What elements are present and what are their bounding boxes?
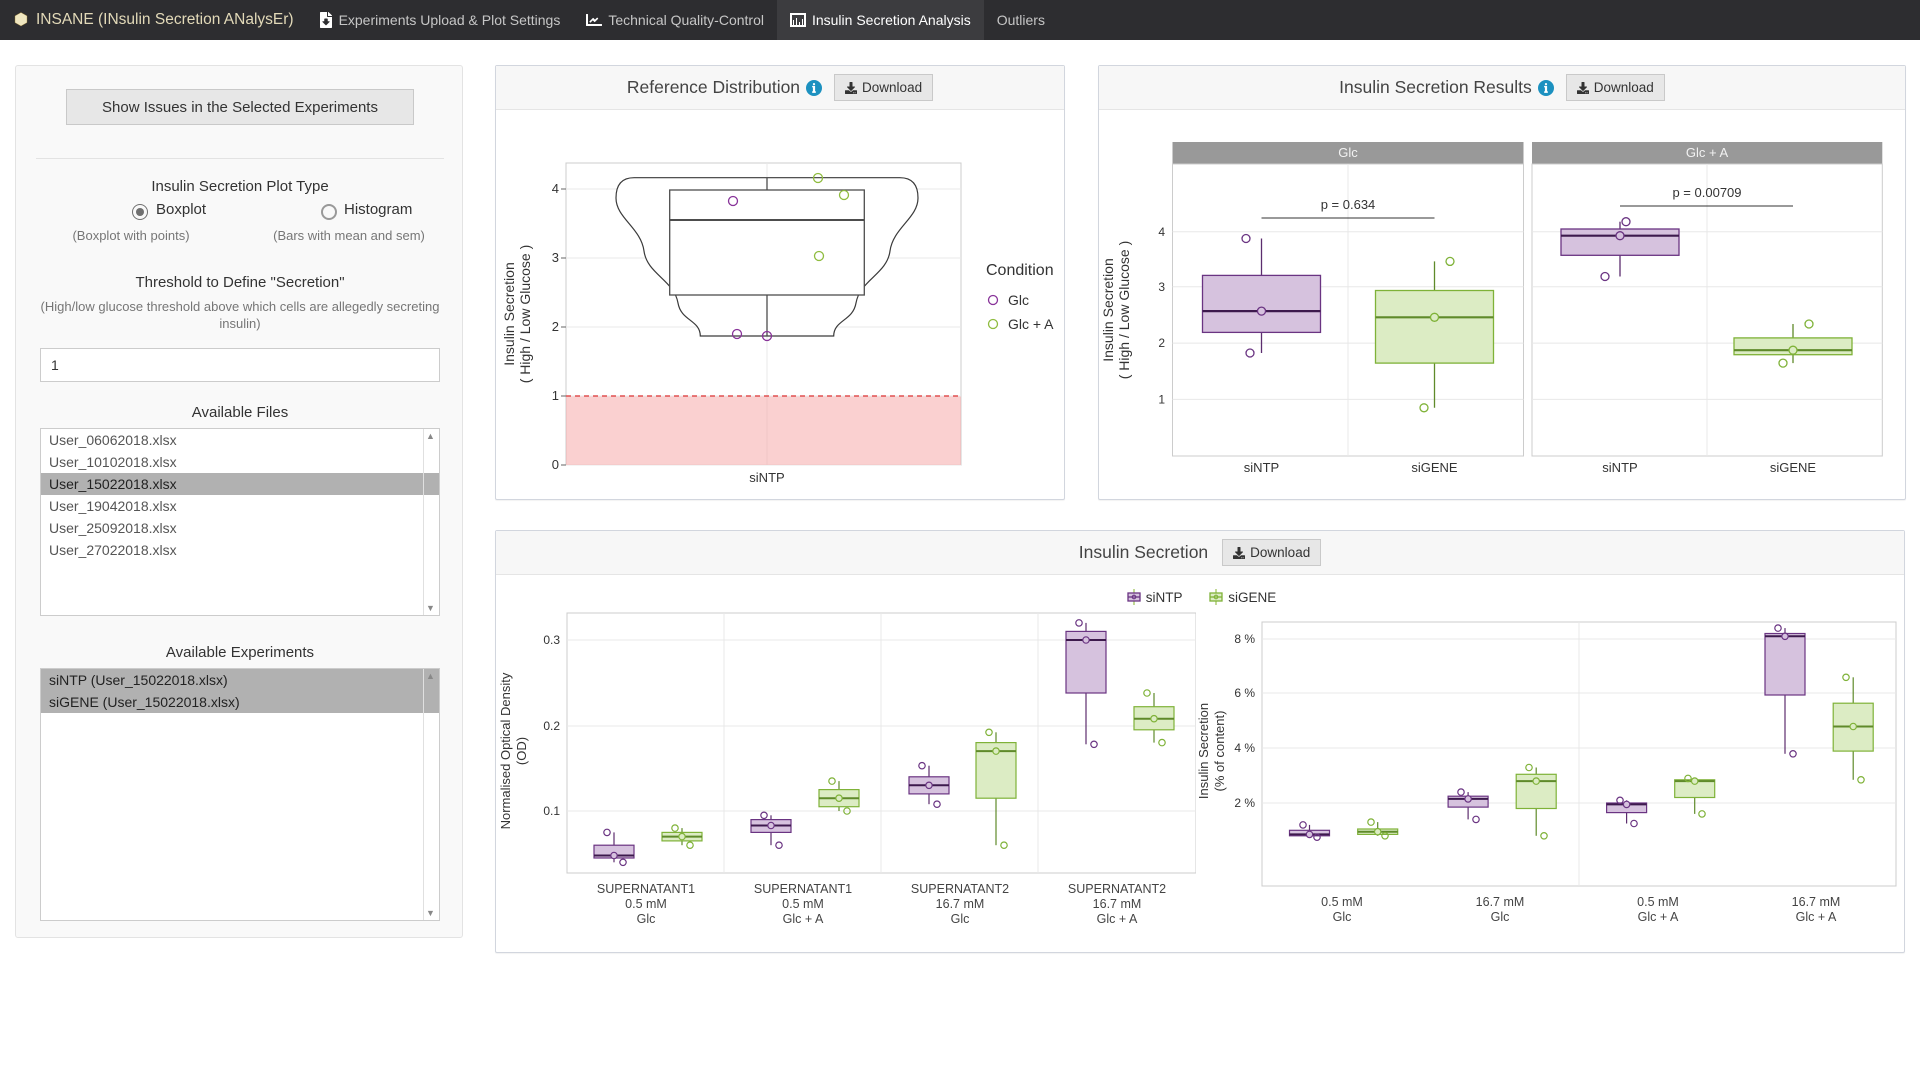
svg-text:Glc: Glc <box>1338 145 1358 160</box>
svg-text:p = 0.634: p = 0.634 <box>1321 197 1376 212</box>
svg-text:siGENE: siGENE <box>1411 460 1458 475</box>
svg-text:siGENE: siGENE <box>1770 460 1817 475</box>
svg-text:6 %: 6 % <box>1234 686 1255 700</box>
svg-text:16.7 mM: 16.7 mM <box>936 897 985 911</box>
svg-text:Glc + A: Glc + A <box>1686 145 1729 160</box>
svg-text:Insulin Secretion: Insulin Secretion <box>1100 258 1116 362</box>
svg-text:1: 1 <box>552 388 559 403</box>
svg-text:0.5 mM: 0.5 mM <box>1321 895 1363 909</box>
svg-text:2: 2 <box>552 319 559 334</box>
svg-text:SUPERNATANT1: SUPERNATANT1 <box>597 882 695 896</box>
svg-text:p = 0.00709: p = 0.00709 <box>1672 185 1741 200</box>
svg-text:16.7 mM: 16.7 mM <box>1093 897 1142 911</box>
svg-text:0.2: 0.2 <box>543 719 560 733</box>
svg-text:( High / Low Glucose ): ( High / Low Glucose ) <box>517 245 533 384</box>
svg-text:Glc + A: Glc + A <box>1097 912 1138 926</box>
svg-text:SUPERNATANT2: SUPERNATANT2 <box>911 882 1009 896</box>
svg-text:Glc + A: Glc + A <box>1008 316 1054 332</box>
svg-text:Glc: Glc <box>1491 910 1510 924</box>
svg-text:Glc: Glc <box>1333 910 1352 924</box>
svg-text:SUPERNATANT1: SUPERNATANT1 <box>754 882 852 896</box>
svg-text:Condition: Condition <box>986 262 1054 279</box>
svg-text:siNTP: siNTP <box>1244 460 1279 475</box>
svg-text:Glc + A: Glc + A <box>1796 910 1837 924</box>
svg-text:8 %: 8 % <box>1234 632 1255 646</box>
svg-text:0.3: 0.3 <box>543 633 560 647</box>
svg-text:2 %: 2 % <box>1234 796 1255 810</box>
svg-text:4: 4 <box>552 181 559 196</box>
svg-text:3: 3 <box>552 250 559 265</box>
svg-text:siNTP: siNTP <box>749 470 784 485</box>
svg-text:Normalised Optical Density: Normalised Optical Density <box>498 672 513 829</box>
svg-text:(% of content): (% of content) <box>1212 711 1227 792</box>
svg-text:0.1: 0.1 <box>543 804 560 818</box>
svg-text:Insulin Secretion: Insulin Secretion <box>501 262 517 366</box>
svg-text:Glc: Glc <box>637 912 656 926</box>
svg-text:0: 0 <box>552 457 559 472</box>
svg-text:2: 2 <box>1158 336 1165 350</box>
svg-text:Glc: Glc <box>1008 292 1029 308</box>
svg-text:0.5 mM: 0.5 mM <box>1637 895 1679 909</box>
svg-text:( High / Low Glucose ): ( High / Low Glucose ) <box>1116 241 1132 380</box>
svg-text:0.5 mM: 0.5 mM <box>782 897 824 911</box>
svg-text:Glc: Glc <box>951 912 970 926</box>
svg-text:siNTP: siNTP <box>1602 460 1637 475</box>
svg-text:0.5 mM: 0.5 mM <box>625 897 667 911</box>
svg-text:SUPERNATANT2: SUPERNATANT2 <box>1068 882 1166 896</box>
svg-text:3: 3 <box>1158 280 1165 294</box>
svg-text:Insulin Secretion: Insulin Secretion <box>1196 703 1211 799</box>
svg-text:4: 4 <box>1158 225 1165 239</box>
svg-text:Glc + A: Glc + A <box>783 912 824 926</box>
svg-text:1: 1 <box>1158 393 1165 407</box>
svg-text:(OD): (OD) <box>514 737 529 765</box>
svg-text:16.7 mM: 16.7 mM <box>1476 895 1525 909</box>
svg-text:Glc + A: Glc + A <box>1638 910 1679 924</box>
svg-text:4 %: 4 % <box>1234 741 1255 755</box>
svg-text:16.7 mM: 16.7 mM <box>1792 895 1841 909</box>
